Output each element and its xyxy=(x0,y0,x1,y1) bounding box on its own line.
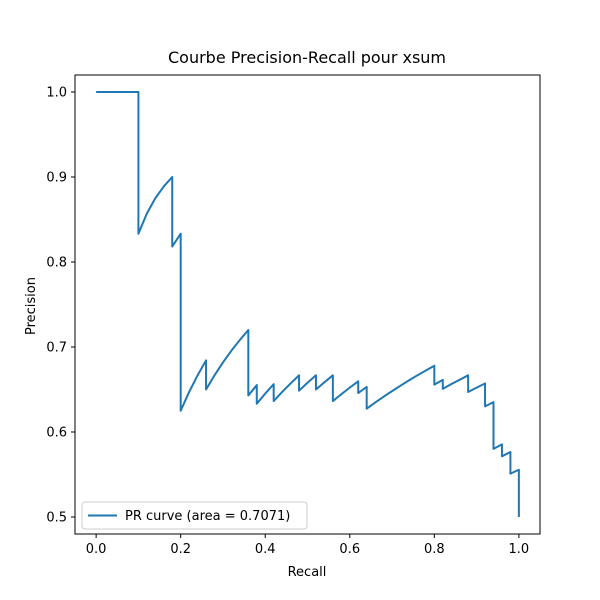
x-tick-label: 0.6 xyxy=(339,542,360,557)
y-tick-label: 0.7 xyxy=(46,341,67,356)
legend-box xyxy=(81,501,308,530)
x-tick-label: 0.0 xyxy=(86,542,107,557)
x-axis-label: Recall xyxy=(288,565,327,580)
y-tick-label: 1.0 xyxy=(46,86,67,101)
series-line-pr-curve xyxy=(96,91,520,517)
y-tick-label: 0.9 xyxy=(46,171,67,186)
plot-area: 0.0 0.2 0.4 0.6 0.8 1.0 0.5 0.6 0.7 0.8 0.9 1.0 xyxy=(46,74,541,557)
x-tick-label: 1.0 xyxy=(509,542,530,557)
x-tick-label: 0.8 xyxy=(424,542,445,557)
axes-frame xyxy=(74,74,541,535)
y-tick-label: 0.8 xyxy=(46,256,67,271)
legend-entry-label: PR curve (area = 0.7071) xyxy=(125,509,290,524)
x-tick-label: 0.4 xyxy=(255,542,276,557)
y-axis-label: Precision xyxy=(24,277,39,335)
legend: PR curve (area = 0.7071) xyxy=(81,501,308,530)
y-tick-label: 0.5 xyxy=(46,511,67,526)
x-tick-label: 0.2 xyxy=(170,542,191,557)
chart-title: Courbe Precision-Recall pour xsum xyxy=(168,48,446,67)
y-tick-label: 0.6 xyxy=(46,426,67,441)
